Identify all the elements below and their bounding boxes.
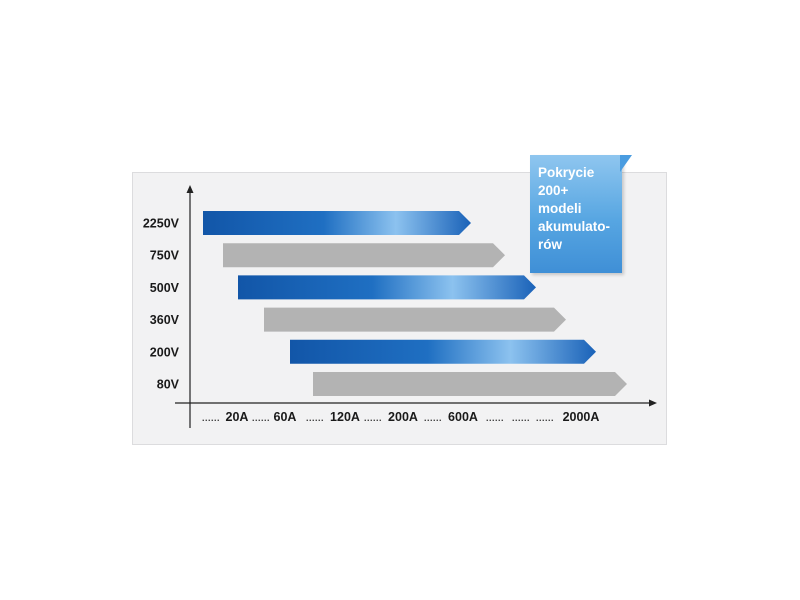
bar-750V [223,243,505,268]
x-axis-dot-separator: ...... [536,413,554,423]
x-axis-dot-separator: ...... [512,413,530,423]
x-tick-label: 120A [330,410,360,424]
bars-layer [203,211,627,396]
x-tick-label: 600A [448,410,478,424]
bar-200V [290,339,596,364]
coverage-badge: Pokrycie 200+ modeli akumulato- rów [530,155,622,273]
chart-axes [175,185,657,428]
x-tick-label: 200A [388,410,418,424]
x-axis-dot-separator: ...... [252,413,270,423]
y-tick-labels: 2250V 750V 500V 360V 200V 80V [143,217,180,392]
y-tick-label: 750V [150,249,180,263]
x-axis-arrow [649,399,657,407]
coverage-badge-fold [620,155,632,172]
x-tick-labels: 20A 60A 120A 200A 600A 2000A.................… [202,410,599,424]
x-tick-label: 2000A [563,410,600,424]
chart-svg: 2250V 750V 500V 360V 200V 80V 20A 60A 120A 200A 6… [143,185,657,428]
x-axis-dot-separator: ...... [364,413,382,423]
x-tick-label: 60A [274,410,297,424]
coverage-badge-text: Pokrycie 200+ modeli akumulato- rów [538,165,611,252]
y-tick-label: 500V [150,281,180,295]
x-axis-dot-separator: ...... [486,413,504,423]
y-tick-label: 80V [157,378,180,392]
y-tick-label: 360V [150,313,180,327]
bar-500V [238,275,536,300]
y-tick-label: 200V [150,345,180,359]
bar-2250V [203,211,471,235]
bar-80V [313,372,627,396]
x-axis-dot-separator: ...... [202,413,220,423]
y-tick-label: 2250V [143,217,180,231]
x-tick-label: 20A [226,410,249,424]
x-axis-dot-separator: ...... [306,413,324,423]
x-axis-dot-separator: ...... [424,413,442,423]
y-axis-arrow [186,185,194,193]
bar-360V [264,307,566,332]
